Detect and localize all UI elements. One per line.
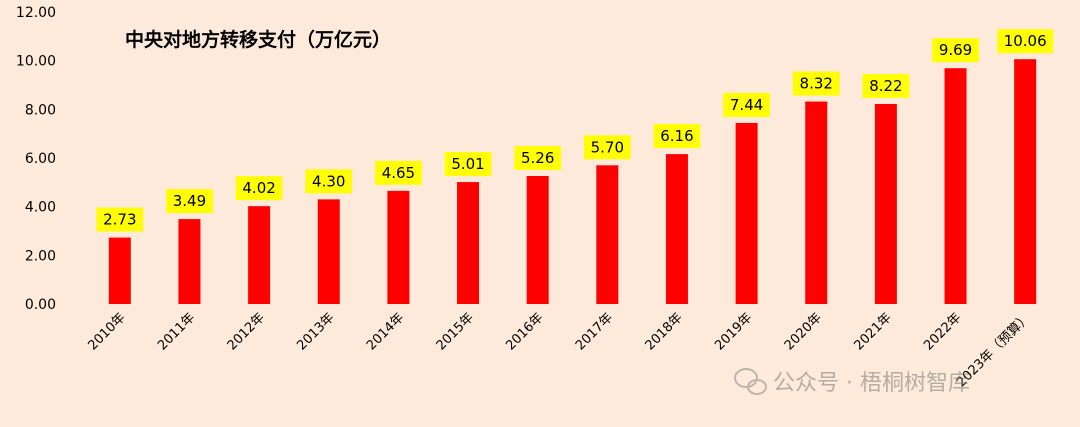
data-label-background [444, 152, 492, 177]
y-tick-label: 10.00 [16, 54, 56, 70]
data-label-background [723, 92, 771, 117]
data-label-background [305, 169, 353, 194]
data-label-background [583, 135, 631, 160]
data-label-background [932, 38, 979, 63]
y-tick-label: 8.00 [25, 102, 56, 118]
data-label: 9.69 [939, 41, 972, 59]
bar [457, 182, 480, 304]
data-label: 5.70 [591, 138, 624, 156]
data-label-background [235, 176, 283, 201]
bar [874, 103, 897, 304]
bar [317, 199, 340, 304]
y-tick-label: 0.00 [25, 297, 56, 313]
y-tick-label: 2.00 [25, 248, 56, 264]
bar [735, 122, 758, 305]
data-label: 8.22 [869, 77, 902, 95]
bar [178, 219, 201, 304]
data-label: 6.16 [660, 127, 693, 145]
bar [108, 237, 131, 304]
bar-series [108, 59, 1037, 305]
data-label-background [653, 124, 701, 149]
bar [248, 206, 271, 304]
bar [665, 154, 688, 304]
data-label: 4.02 [242, 179, 275, 197]
data-label-background [792, 71, 840, 96]
bar [596, 165, 619, 304]
data-label: 4.65 [382, 164, 415, 182]
y-tick-label: 4.00 [25, 200, 56, 216]
data-label: 2.73 [103, 211, 136, 229]
bar [805, 101, 828, 305]
data-label: 8.32 [800, 75, 833, 93]
watermark: 公众号 · 梧桐树智库 [734, 368, 970, 396]
y-tick-label: 12.00 [16, 5, 56, 21]
bar [526, 176, 549, 304]
data-label-background [96, 207, 144, 232]
y-axis: 0.00 2.00 4.00 6.00 8.00 10.00 12.00 [16, 5, 56, 313]
data-label-background [997, 29, 1054, 54]
data-label: 7.44 [730, 96, 763, 114]
bar [387, 190, 410, 304]
data-label: 5.01 [451, 155, 484, 173]
data-label: 3.49 [173, 192, 206, 210]
data-labels: 2.73 3.49 4.02 4.30 4.65 5.01 5.26 5.70 6.16 7.44… [96, 29, 1054, 232]
wechat-icon [734, 368, 767, 395]
y-tick-label: 6.00 [25, 151, 56, 167]
bar [1014, 59, 1037, 304]
data-label-background [166, 189, 213, 214]
data-label: 4.30 [312, 172, 345, 190]
bar [944, 68, 967, 305]
chart-title: 中央对地方转移支付（万亿元） [125, 28, 391, 51]
data-label: 10.06 [1004, 32, 1047, 50]
data-label-background [514, 146, 562, 171]
data-label-background [374, 160, 422, 185]
data-label-background [862, 73, 910, 98]
watermark-text: 公众号 · 梧桐树智库 [773, 371, 970, 396]
data-label: 5.26 [521, 149, 554, 167]
